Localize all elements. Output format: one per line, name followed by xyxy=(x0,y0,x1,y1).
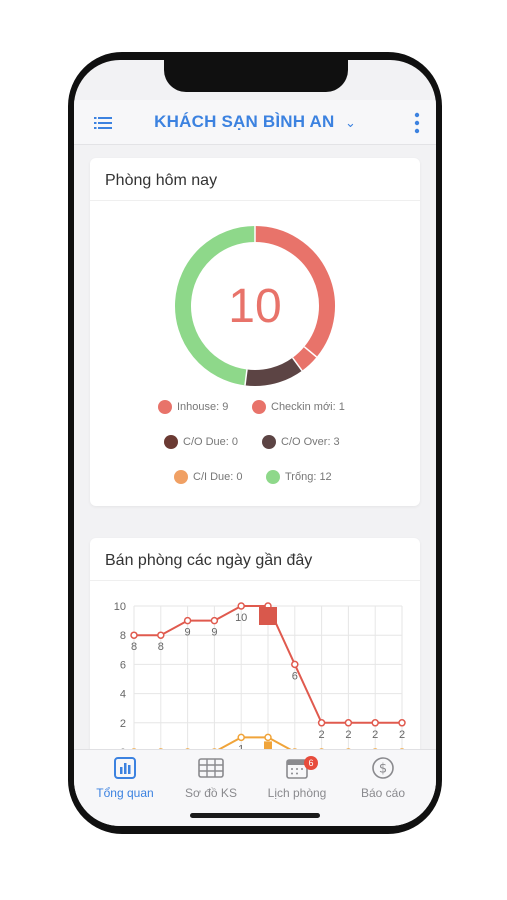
svg-text:$: $ xyxy=(379,762,387,777)
card-title: Phòng hôm nay xyxy=(90,158,420,201)
tab-overview[interactable]: Tổng quan xyxy=(80,756,170,800)
top-app-bar: KHÁCH SẠN BÌNH AN ⌄ xyxy=(74,100,436,145)
tab-label: Sơ đồ KS xyxy=(185,786,237,800)
series-point xyxy=(183,616,192,625)
bar-chart-icon xyxy=(114,757,136,779)
donut-segment-2 xyxy=(244,357,303,386)
phone-notch xyxy=(164,52,348,92)
series-point xyxy=(264,733,272,742)
grid-icon xyxy=(198,758,224,778)
y-tick-label: 6 xyxy=(120,659,126,671)
legend-label: Trống: 12 xyxy=(285,471,332,483)
data-label: 2 xyxy=(399,729,405,741)
highlighted-point-marker[interactable] xyxy=(259,607,277,625)
y-tick-label: 2 xyxy=(120,718,126,730)
room-status-donut: 10 xyxy=(175,226,335,386)
donut-separator xyxy=(303,346,318,358)
series-point xyxy=(317,719,326,727)
tab-label: Tổng quan xyxy=(96,786,154,800)
legend-item-inhouse: Inhouse: 9 xyxy=(158,400,228,414)
legend-label: C/I Due: 0 xyxy=(193,471,243,483)
donut-segment-1 xyxy=(292,346,317,371)
series-point xyxy=(130,631,138,639)
tab-hotel-map[interactable]: Sơ đồ KS xyxy=(166,756,256,800)
tab-room-calendar[interactable]: 6 Lịch phòng xyxy=(252,756,342,800)
series-point xyxy=(344,719,353,727)
data-label: 2 xyxy=(372,729,378,741)
legend-label: C/O Over: 3 xyxy=(281,436,340,448)
legend-label: Checkin mới: 1 xyxy=(271,401,345,413)
legend-item-co-over: C/O Over: 3 xyxy=(262,435,340,449)
today-rooms-card: Phòng hôm nay 10 Inhouse: 9 Checkin mới:… xyxy=(90,158,420,506)
menu-list-icon[interactable] xyxy=(94,116,112,130)
series-point xyxy=(371,719,379,727)
series-point xyxy=(157,631,165,639)
data-label: 10 xyxy=(235,612,247,624)
y-tick-label: 10 xyxy=(114,601,126,613)
series-point xyxy=(398,719,406,727)
legend-dot xyxy=(174,470,188,484)
legend-item-empty: Trống: 12 xyxy=(266,470,332,484)
legend-item-ci-due: C/I Due: 0 xyxy=(174,470,243,484)
legend-dot xyxy=(266,470,280,484)
more-vertical-icon[interactable] xyxy=(414,112,420,134)
legend-dot xyxy=(164,435,178,449)
hotel-name: KHÁCH SẠN BÌNH AN xyxy=(154,112,335,131)
data-label: 6 xyxy=(292,670,298,682)
chevron-down-icon: ⌄ xyxy=(344,115,356,130)
y-tick-label: 4 xyxy=(120,689,126,701)
data-label: 9 xyxy=(211,627,217,639)
series-point xyxy=(291,660,299,669)
notification-badge: 6 xyxy=(304,756,318,770)
legend-label: Inhouse: 9 xyxy=(177,401,229,413)
data-label: 2 xyxy=(345,729,351,741)
y-tick-label: 8 xyxy=(120,630,126,642)
data-label: 9 xyxy=(185,627,191,639)
legend-item-co-due: C/O Due: 0 xyxy=(164,435,238,449)
data-label: 8 xyxy=(131,641,137,653)
bottom-tab-bar: Tổng quan Sơ đồ KS 6 Lịch phòng $ xyxy=(74,749,436,826)
legend-dot xyxy=(252,400,266,414)
recent-sales-line-chart: 1086420889910622221 xyxy=(114,601,406,759)
app-screen: KHÁCH SẠN BÌNH AN ⌄ Phòng hôm nay 10 Inh… xyxy=(74,60,436,826)
legend-item-checkin: Checkin mới: 1 xyxy=(252,400,345,414)
highlighted-point-marker-secondary xyxy=(264,741,272,752)
tab-label: Lịch phòng xyxy=(267,786,327,800)
data-label: 2 xyxy=(319,729,325,741)
tab-label: Báo cáo xyxy=(360,786,406,800)
donut-segment-0 xyxy=(254,226,335,357)
series-point xyxy=(237,733,245,742)
hotel-selector[interactable]: KHÁCH SẠN BÌNH AN ⌄ xyxy=(74,112,436,132)
donut-separator xyxy=(244,369,248,386)
tab-reports[interactable]: $ Báo cáo xyxy=(338,756,428,800)
home-indicator xyxy=(190,813,320,818)
donut-segment-3 xyxy=(175,226,256,386)
legend-dot xyxy=(158,400,172,414)
series-point xyxy=(210,616,219,625)
legend-label: C/O Due: 0 xyxy=(183,436,239,448)
donut-center-total: 10 xyxy=(228,280,281,333)
donut-separator xyxy=(292,357,303,372)
data-label: 8 xyxy=(158,641,164,653)
dollar-icon: $ xyxy=(372,757,394,779)
legend-dot xyxy=(262,435,276,449)
series-point xyxy=(237,602,245,610)
card-title: Bán phòng các ngày gần đây xyxy=(90,538,420,581)
